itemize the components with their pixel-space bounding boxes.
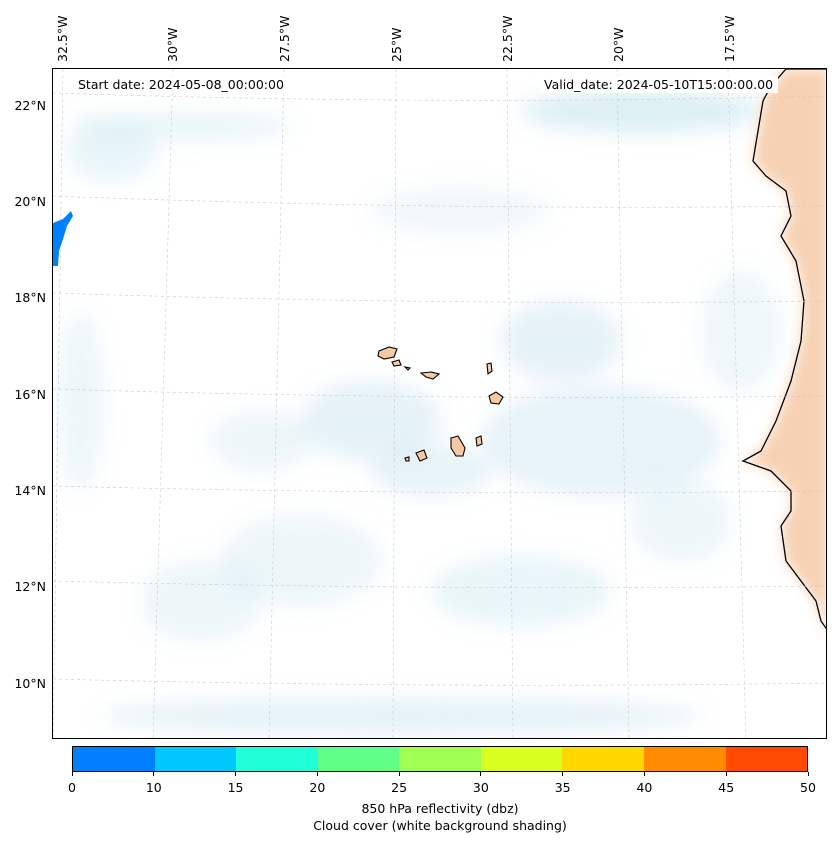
- colorbar-tick-label: 15: [227, 780, 244, 795]
- colorbar-title: 850 hPa reflectivity (dbz): [361, 801, 519, 816]
- colorbar-tick-mark: [316, 772, 318, 776]
- colorbar-tick-label: 45: [718, 780, 735, 795]
- start-date-label: Start date: 2024-05-08_00:00:00: [73, 76, 289, 93]
- island-fogo: [415, 449, 428, 462]
- colorbar-segment: [399, 747, 481, 771]
- colorbar-tick-label: 35: [554, 780, 571, 795]
- colorbar-segment: [725, 747, 808, 771]
- colorbar-segment: [562, 747, 644, 771]
- lon-label-30w: 30°W: [165, 27, 180, 62]
- colorbar-segment: [480, 747, 563, 771]
- island-santa-luzia: [403, 366, 412, 371]
- colorbar-tick-mark: [725, 772, 727, 776]
- colorbar-tick-mark: [398, 772, 400, 776]
- lat-label-22n: 22°N: [14, 98, 46, 113]
- map-canvas: [53, 69, 826, 738]
- colorbar: [72, 746, 808, 772]
- cape-verde-islands: [377, 346, 504, 462]
- lat-label-20n: 20°N: [14, 194, 46, 209]
- colorbar-tick-mark: [807, 772, 809, 776]
- colorbar-tick-label: 0: [68, 780, 76, 795]
- colorbar-tick-mark: [153, 772, 155, 776]
- colorbar-tick-mark: [235, 772, 237, 776]
- colorbar-segment: [154, 747, 237, 771]
- lat-label-10n: 10°N: [14, 676, 46, 691]
- colorbar-tick-label: 10: [145, 780, 162, 795]
- island-brava: [404, 456, 410, 462]
- lon-label-25w: 25°W: [389, 27, 404, 62]
- lon-label-22.5w: 22.5°W: [500, 15, 515, 62]
- lon-label-17.5w: 17.5°W: [722, 15, 737, 62]
- colorbar-segment: [236, 747, 318, 771]
- lat-label-12n: 12°N: [14, 579, 46, 594]
- island-santo-antao: [377, 346, 398, 360]
- lon-label-32.5w: 32.5°W: [55, 15, 70, 62]
- cloud-cover-shading: [59, 89, 781, 734]
- lon-label-20w: 20°W: [611, 27, 626, 62]
- island-sao-nicolau: [419, 371, 441, 380]
- map-panel[interactable]: [52, 68, 827, 739]
- lat-label-16n: 16°N: [14, 387, 46, 402]
- valid-date-label: Valid_date: 2024-05-10T15:00:00.00: [539, 76, 779, 93]
- lat-label-14n: 14°N: [14, 483, 46, 498]
- graticule: [53, 69, 826, 738]
- colorbar-tick-label: 30: [472, 780, 489, 795]
- africa-land: [741, 69, 826, 630]
- island-sal: [486, 362, 493, 376]
- reflectivity-echo: [53, 211, 73, 266]
- colorbar-tick-mark: [480, 772, 482, 776]
- colorbar-tick-label: 40: [636, 780, 653, 795]
- colorbar-tick-mark: [643, 772, 645, 776]
- colorbar-segment: [73, 747, 155, 771]
- colorbar-tick-label: 25: [391, 780, 408, 795]
- colorbar-tick-label: 50: [800, 780, 816, 795]
- lat-label-18n: 18°N: [14, 290, 46, 305]
- island-maio: [475, 435, 483, 447]
- colorbar-tick-mark: [562, 772, 564, 776]
- lon-label-27.5w: 27.5°W: [277, 15, 292, 62]
- island-boa-vista: [488, 391, 504, 405]
- island-sao-vicente: [391, 359, 402, 367]
- colorbar-segment: [643, 747, 726, 771]
- island-santiago: [450, 435, 466, 457]
- colorbar-subtitle: Cloud cover (white background shading): [313, 818, 567, 833]
- colorbar-tick-label: 20: [309, 780, 326, 795]
- colorbar-segment: [317, 747, 400, 771]
- colorbar-tick-mark: [71, 772, 73, 776]
